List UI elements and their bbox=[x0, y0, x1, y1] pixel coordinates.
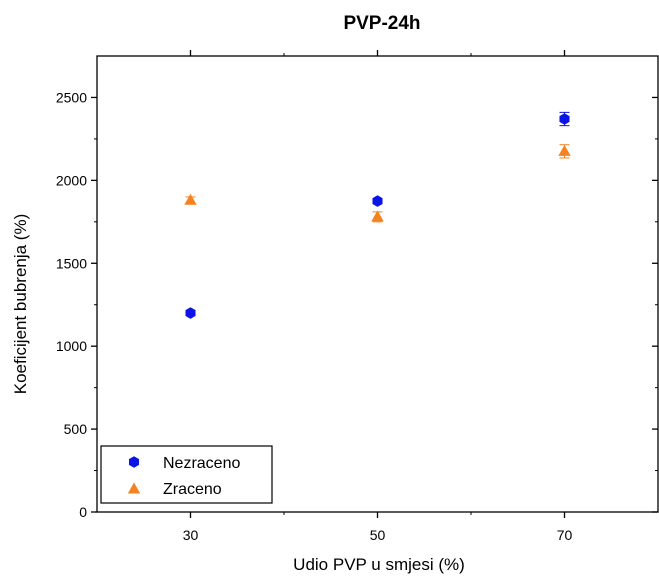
data-point bbox=[184, 193, 197, 205]
y-tick-label: 2500 bbox=[56, 89, 87, 105]
data-point bbox=[559, 113, 570, 125]
y-tick-label: 500 bbox=[64, 421, 88, 437]
data-point bbox=[372, 195, 383, 207]
x-axis: 30 50 70 bbox=[183, 50, 573, 543]
x-tick-label: 70 bbox=[557, 527, 573, 543]
x-tick-label: 50 bbox=[370, 527, 386, 543]
legend-marker-hexagon bbox=[128, 456, 140, 468]
y-tick-label: 1000 bbox=[56, 338, 87, 354]
legend: Nezraceno Zraceno bbox=[100, 445, 273, 504]
y-axis-title: Koeficijent bubrenja (%) bbox=[11, 214, 30, 394]
chart-title: PVP-24h bbox=[343, 13, 420, 34]
y-tick-label: 2000 bbox=[56, 172, 87, 188]
y-axis: 0 500 1000 1500 2000 2500 bbox=[56, 89, 658, 520]
legend-label: Nezraceno bbox=[163, 455, 240, 472]
plot-frame bbox=[96, 55, 659, 513]
data-point bbox=[371, 210, 384, 222]
data-point bbox=[185, 307, 196, 319]
x-tick-label: 30 bbox=[183, 527, 199, 543]
plot-border bbox=[96, 55, 659, 513]
series-zraceno bbox=[184, 144, 571, 223]
legend-marker-triangle bbox=[127, 482, 141, 494]
data-point bbox=[558, 144, 571, 156]
y-tick-label: 0 bbox=[79, 504, 87, 520]
data-points bbox=[184, 111, 571, 319]
legend-label: Zraceno bbox=[163, 481, 222, 498]
series-nezraceno bbox=[185, 111, 570, 319]
y-tick-label: 1500 bbox=[56, 255, 87, 271]
x-axis-title: Udio PVP u smjesi (%) bbox=[293, 555, 465, 574]
